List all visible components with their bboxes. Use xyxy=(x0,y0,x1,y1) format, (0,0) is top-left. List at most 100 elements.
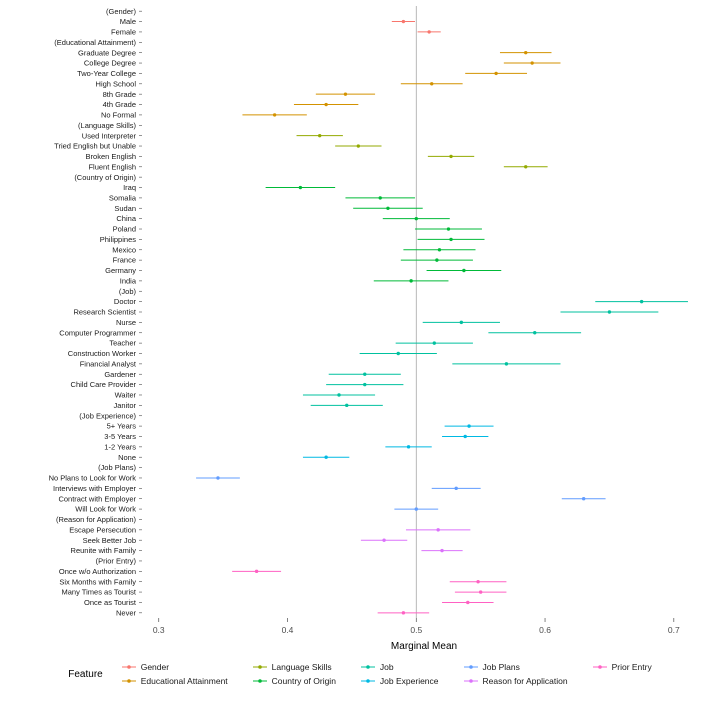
row-label: (Country of Origin) xyxy=(74,173,136,182)
point-estimate xyxy=(427,30,431,34)
point-estimate xyxy=(449,237,453,242)
point-estimate xyxy=(581,497,586,501)
point-estimate xyxy=(476,579,480,584)
point-estimate xyxy=(343,92,348,96)
legend-entry: Gender xyxy=(121,662,228,672)
row-label: Teacher xyxy=(109,339,136,348)
point-estimate xyxy=(382,538,386,542)
row-label: India xyxy=(120,276,137,285)
row-label: Two-Year College xyxy=(77,69,136,78)
legend: Feature Gender Educational Attainment Lang… xyxy=(0,662,720,686)
x-tick-label: 0.5 xyxy=(410,625,422,635)
point-estimate xyxy=(396,351,400,356)
x-tick-label: 0.3 xyxy=(153,625,165,635)
row-label: Contract with Employer xyxy=(58,494,136,503)
row-label: Waiter xyxy=(115,391,137,400)
row-label: Financial Analyst xyxy=(80,359,137,368)
point-estimate xyxy=(432,341,437,345)
legend-key-icon xyxy=(121,665,136,669)
row-label: No Formal xyxy=(101,111,136,120)
point-estimate xyxy=(401,611,406,615)
row-label: China xyxy=(116,214,136,223)
legend-title: Feature xyxy=(68,668,103,680)
point-estimate xyxy=(440,548,444,553)
point-estimate xyxy=(533,331,537,335)
row-label: Six Months with Family xyxy=(59,577,136,586)
row-label: (Job) xyxy=(119,287,137,296)
point-estimate xyxy=(466,600,470,605)
row-label: (Prior Entry) xyxy=(96,557,137,566)
point-estimate xyxy=(524,50,528,55)
point-estimate xyxy=(324,455,328,459)
point-estimate xyxy=(337,393,341,397)
point-estimate xyxy=(414,216,418,221)
row-label: None xyxy=(118,453,136,462)
point-estimate xyxy=(494,71,498,76)
point-estimate xyxy=(356,144,361,148)
point-estimate xyxy=(254,569,259,574)
row-label: (Educational Attainment) xyxy=(54,38,136,47)
point-estimate xyxy=(454,486,458,491)
legend-entry: Language Skills xyxy=(252,662,336,672)
row-label: 3-5 Years xyxy=(104,432,136,441)
point-estimate xyxy=(378,196,382,200)
row-label: Tried English but Unable xyxy=(54,142,136,151)
row-label: Research Scientist xyxy=(73,308,136,317)
row-label: (Gender) xyxy=(106,7,137,16)
row-label: Once as Tourist xyxy=(84,598,137,607)
legend-label: Gender xyxy=(140,662,170,672)
legend-key-icon xyxy=(252,679,267,683)
legend-key-icon xyxy=(121,679,136,683)
row-label: Sudan xyxy=(114,204,136,213)
point-estimate xyxy=(437,248,442,252)
plot-svg: (Gender)Male Female(Educational Attainmen… xyxy=(49,6,688,635)
point-estimate xyxy=(436,528,440,532)
row-label: France xyxy=(113,256,136,265)
row-label: No Plans to Look for Work xyxy=(49,474,137,483)
row-label: Philippines xyxy=(100,235,137,244)
legend-key-icon xyxy=(360,679,375,683)
row-label: Broken English xyxy=(86,152,136,161)
legend-entry: Job Experience xyxy=(360,676,439,686)
x-tick-label: 0.7 xyxy=(668,625,680,635)
legend-label: Language Skills xyxy=(271,662,332,672)
point-estimate xyxy=(406,445,411,449)
row-label: Germany xyxy=(105,266,136,275)
point-estimate xyxy=(317,133,322,138)
point-estimate xyxy=(298,185,303,190)
legend-label: Educational Attainment xyxy=(140,676,228,686)
row-label: Never xyxy=(116,608,137,617)
row-label: Interviews with Employer xyxy=(53,484,136,493)
legend-entry: Job xyxy=(360,662,439,672)
row-label: High School xyxy=(96,79,137,88)
legend-entry: Educational Attainment xyxy=(121,676,228,686)
point-estimate xyxy=(467,424,471,428)
point-estimate xyxy=(409,279,413,283)
row-label: (Reason for Application) xyxy=(56,515,137,524)
row-label: 4th Grade xyxy=(103,100,136,109)
row-label: Janitor xyxy=(113,401,136,410)
row-label: Graduate Degree xyxy=(78,48,136,57)
point-estimate xyxy=(386,206,390,210)
legend-key-icon xyxy=(463,679,478,683)
row-label: Once w/o Authorization xyxy=(59,567,136,576)
point-estimate xyxy=(216,476,220,480)
point-estimate xyxy=(324,102,328,107)
x-axis-title: Marginal Mean xyxy=(390,641,458,652)
row-label: Seek Better Job xyxy=(83,536,136,545)
legend-label: Reason for Application xyxy=(482,676,568,686)
legend-grid: Gender Educational Attainment Language Ski… xyxy=(121,662,652,686)
point-estimate xyxy=(449,154,453,159)
legend-column: Language Skills Country of Origin xyxy=(252,662,336,686)
row-label: Mexico xyxy=(112,245,136,254)
x-tick-label: 0.6 xyxy=(539,625,551,635)
legend-label: Country of Origin xyxy=(271,676,336,686)
legend-key-icon xyxy=(592,665,607,669)
legend-label: Job Experience xyxy=(379,676,439,686)
point-estimate xyxy=(463,434,467,439)
legend-entry: Country of Origin xyxy=(252,676,336,686)
legend-label: Job Plans xyxy=(482,662,520,672)
x-tick-label: 0.4 xyxy=(282,625,294,635)
row-label: Will Look for Work xyxy=(75,505,136,514)
